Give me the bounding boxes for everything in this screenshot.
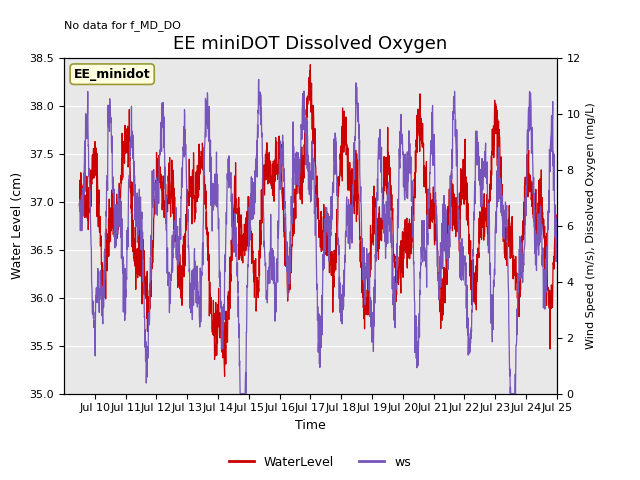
X-axis label: Time: Time <box>295 419 326 432</box>
Text: No data for f_MD_DO: No data for f_MD_DO <box>64 20 181 31</box>
Y-axis label: Wind Speed (m/s), Dissolved Oxygen (mg/L): Wind Speed (m/s), Dissolved Oxygen (mg/L… <box>586 102 596 349</box>
Legend: WaterLevel, ws: WaterLevel, ws <box>224 451 416 474</box>
Y-axis label: Water Level (cm): Water Level (cm) <box>11 172 24 279</box>
Text: EE_minidot: EE_minidot <box>74 68 150 81</box>
Title: EE miniDOT Dissolved Oxygen: EE miniDOT Dissolved Oxygen <box>173 35 447 53</box>
